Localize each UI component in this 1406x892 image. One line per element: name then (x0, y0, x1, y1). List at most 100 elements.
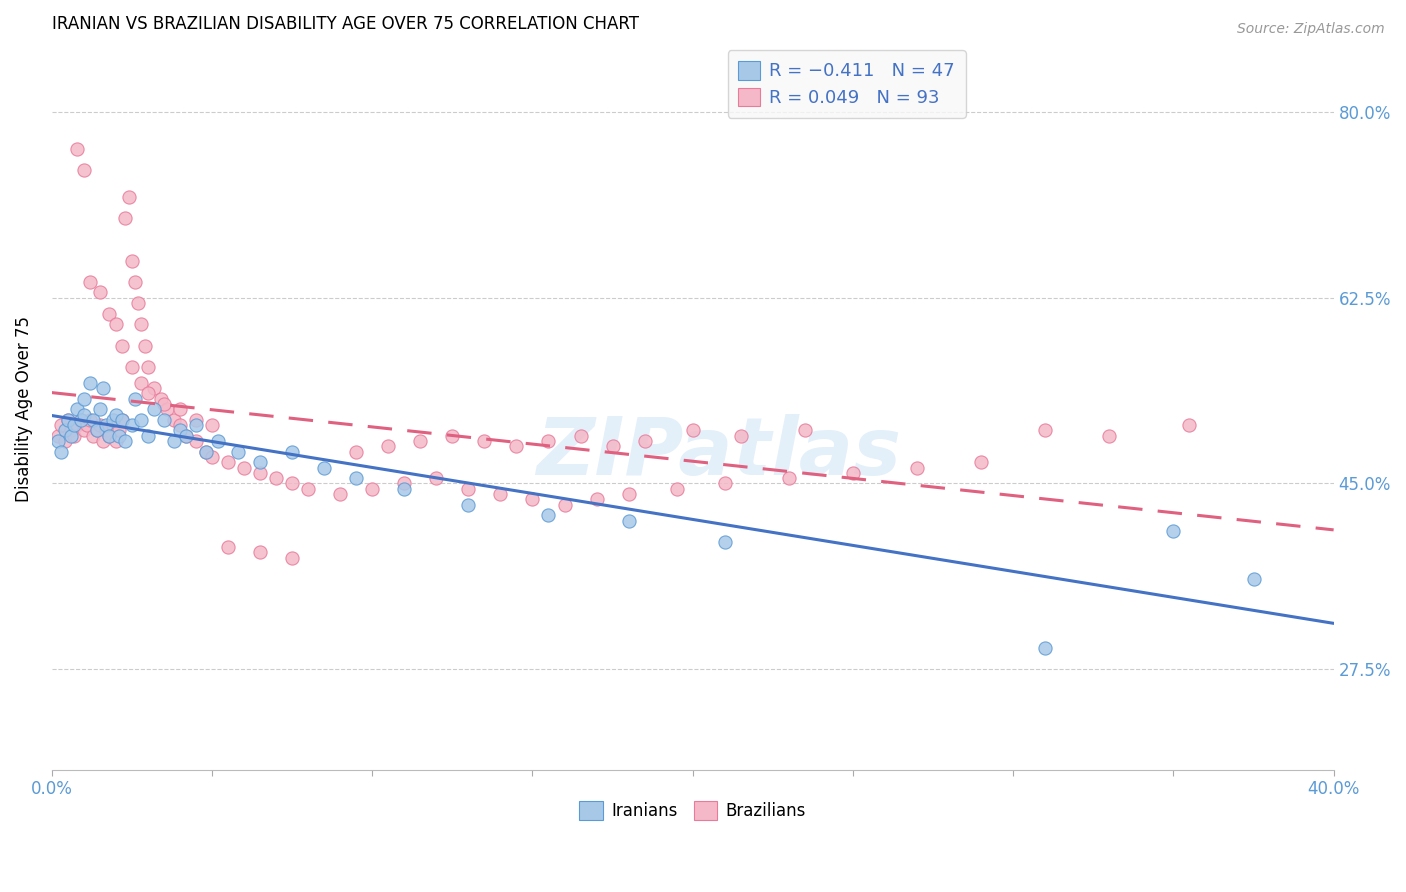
Point (63, 429, 86, 443)
Point (108, 429, 131, 443)
Point (98, 307, 121, 321)
Point (184, 418, 207, 433)
Point (124, 392, 146, 406)
Point (59, 424, 82, 438)
Point (111, 338, 134, 352)
Point (59, 429, 82, 443)
Point (184, 413, 207, 427)
Point (121, 253, 143, 268)
Point (176, 429, 198, 443)
Point (66, 142, 89, 156)
Point (394, 476, 416, 491)
Point (505, 439, 527, 453)
Point (149, 392, 172, 406)
Point (249, 545, 271, 559)
Point (89, 418, 111, 433)
Point (682, 424, 704, 438)
Point (194, 444, 217, 458)
Point (156, 402, 179, 417)
Point (79, 376, 101, 390)
Point (169, 402, 191, 417)
Point (114, 211, 136, 226)
Point (69, 413, 91, 427)
Point (136, 429, 159, 443)
Point (131, 376, 153, 390)
Point (143, 402, 166, 417)
Point (89, 285, 111, 300)
Point (842, 466, 865, 480)
Text: IRANIAN VS BRAZILIAN DISABILITY AGE OVER 75 CORRELATION CHART: IRANIAN VS BRAZILIAN DISABILITY AGE OVER… (52, 15, 638, 33)
Point (96, 424, 118, 438)
Point (104, 408, 127, 422)
Point (585, 492, 607, 507)
Point (361, 482, 384, 496)
Point (118, 190, 141, 204)
Point (713, 476, 735, 491)
Point (329, 487, 352, 501)
Point (1178, 418, 1201, 433)
Point (96, 418, 118, 433)
Point (79, 413, 101, 427)
Point (134, 338, 156, 352)
Point (53, 434, 76, 448)
Point (194, 444, 217, 458)
Point (713, 534, 735, 549)
Point (51, 418, 73, 433)
Point (131, 318, 153, 332)
Point (457, 482, 479, 496)
Point (169, 418, 191, 433)
Point (121, 418, 143, 433)
Legend: Iranians, Brazilians: Iranians, Brazilians (572, 794, 813, 827)
Point (970, 455, 993, 469)
Point (51, 444, 73, 458)
Point (793, 424, 815, 438)
Point (537, 434, 560, 448)
Point (226, 444, 249, 458)
Point (1033, 424, 1056, 438)
Point (553, 498, 575, 512)
Text: Source: ZipAtlas.com: Source: ZipAtlas.com (1237, 22, 1385, 37)
Point (1163, 524, 1185, 539)
Point (217, 455, 239, 469)
Y-axis label: Disability Age Over 75: Disability Age Over 75 (15, 317, 32, 502)
Point (162, 413, 184, 427)
Point (153, 413, 176, 427)
Point (201, 450, 224, 464)
Point (104, 434, 127, 448)
Point (522, 492, 544, 507)
Point (217, 540, 239, 554)
Point (1243, 572, 1265, 586)
Point (79, 275, 101, 289)
Point (249, 466, 271, 480)
Point (474, 434, 496, 448)
Point (111, 413, 134, 427)
Point (281, 476, 304, 491)
Point (297, 482, 319, 496)
Point (124, 275, 146, 289)
Point (73, 392, 96, 406)
Point (1033, 640, 1056, 655)
Point (233, 460, 256, 475)
Point (86, 424, 108, 438)
Point (249, 455, 271, 469)
Point (207, 434, 229, 448)
Point (101, 418, 124, 433)
Point (344, 444, 367, 458)
Point (1098, 429, 1121, 443)
Point (73, 424, 96, 438)
Point (136, 359, 159, 374)
Point (98, 429, 121, 443)
Point (56, 413, 79, 427)
Point (457, 498, 479, 512)
Point (108, 424, 131, 438)
Point (127, 296, 149, 310)
Point (394, 482, 416, 496)
Point (98, 429, 121, 443)
Point (730, 429, 752, 443)
Point (101, 413, 124, 427)
Point (136, 386, 159, 401)
Point (114, 434, 136, 448)
Point (66, 418, 89, 433)
Point (665, 482, 688, 496)
Point (201, 418, 224, 433)
